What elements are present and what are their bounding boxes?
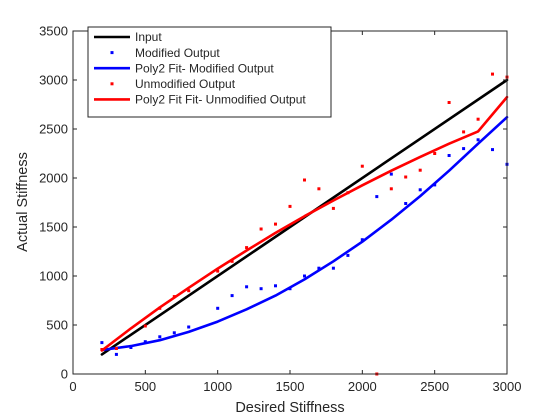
legend-label-2: Poly2 Fit- Modified Output [135, 61, 274, 75]
series-3-point-25 [491, 72, 494, 76]
y-axis-label: Actual Stiffness [15, 152, 31, 252]
series-1-point-5 [172, 331, 176, 335]
series-3-point-2 [143, 324, 147, 328]
y-tick-label-7: 3500 [39, 24, 68, 39]
x-tick-label-6: 3000 [493, 379, 522, 394]
y-tick-label-4: 2000 [39, 171, 68, 186]
series-3-point-18 [389, 187, 393, 191]
series-3-point-10 [274, 222, 277, 226]
series-1-point-13 [303, 274, 306, 278]
series-1-point-2 [129, 346, 133, 349]
y-tick-label-0: 0 [61, 367, 68, 382]
x-tick-label-2: 1000 [203, 379, 232, 394]
y-tick-label-1: 500 [46, 318, 68, 333]
series-3-point-16 [360, 164, 364, 168]
series-3-point-12 [303, 178, 306, 182]
series-1-point-6 [187, 325, 191, 329]
series-3-point-9 [259, 227, 263, 231]
series-3-point-19 [404, 175, 408, 179]
series-line-4 [100, 95, 509, 352]
y-tick-label-2: 1000 [39, 269, 68, 284]
series-1-point-16 [346, 253, 350, 257]
legend-label-0: Input [135, 30, 162, 44]
series-1-point-25 [476, 138, 480, 142]
series-line-2 [100, 115, 509, 352]
series-1-point-15 [331, 266, 335, 270]
series-3-point-20 [418, 168, 422, 172]
series-layer [100, 72, 509, 376]
series-1-point-20 [404, 202, 408, 205]
series-1-point-11 [274, 284, 277, 288]
series-3-point-24 [476, 117, 480, 121]
series-1-point-0 [100, 341, 104, 345]
series-3-point-11 [288, 204, 292, 208]
x-tick-label-5: 2500 [420, 379, 449, 394]
legend-label-1: Modified Output [135, 46, 220, 60]
x-tick-label-4: 2000 [348, 379, 377, 394]
y-tick-label-5: 2500 [39, 122, 68, 137]
series-1-point-1 [114, 352, 118, 356]
series-1-point-9 [245, 285, 249, 289]
series-1-point-8 [230, 294, 234, 298]
series-1-point-17 [360, 238, 364, 242]
series-1-point-3 [143, 340, 147, 344]
series-1-point-18 [375, 195, 379, 199]
legend-box [87, 26, 332, 118]
series-3-point-23 [462, 130, 466, 134]
series-3-point-7 [230, 259, 234, 263]
series-3-point-14 [331, 206, 335, 210]
series-1-point-7 [216, 306, 220, 310]
series-3-point-21 [433, 152, 437, 155]
series-3-point-8 [245, 246, 249, 250]
series-1-point-4 [158, 335, 162, 339]
tick-layer: 0 500 1000 1500 2000 2500 3000 0 500 1000 1500 2000… [39, 24, 521, 395]
y-tick-label-6: 3000 [39, 73, 68, 88]
legend-marker-1 [110, 51, 114, 55]
x-tick-label-0: 0 [69, 379, 76, 394]
series-1-point-21 [418, 188, 422, 192]
legend-label-3: Unmodified Output [135, 77, 236, 91]
series-3-point-13 [317, 187, 321, 191]
legend-marker-3 [110, 82, 114, 86]
series-1-point-24 [462, 147, 466, 151]
series-3-point-6 [216, 269, 220, 273]
legend-label-4: Poly2 Fit Fit- Unmodified Output [135, 93, 306, 107]
series-1-point-14 [317, 266, 321, 270]
x-tick-label-3: 1500 [276, 379, 305, 394]
x-tick-label-1: 500 [134, 379, 156, 394]
y-tick-label-3: 1500 [39, 220, 68, 235]
series-1-point-19 [389, 172, 393, 176]
x-axis-label: Desired Stiffness [235, 400, 344, 416]
series-3-point-1 [114, 347, 118, 350]
series-3-point-5 [187, 289, 191, 293]
series-3-point-22 [447, 101, 451, 104]
series-1-point-23 [447, 154, 451, 157]
series-1-point-10 [259, 287, 263, 291]
series-1-point-26 [491, 148, 494, 152]
